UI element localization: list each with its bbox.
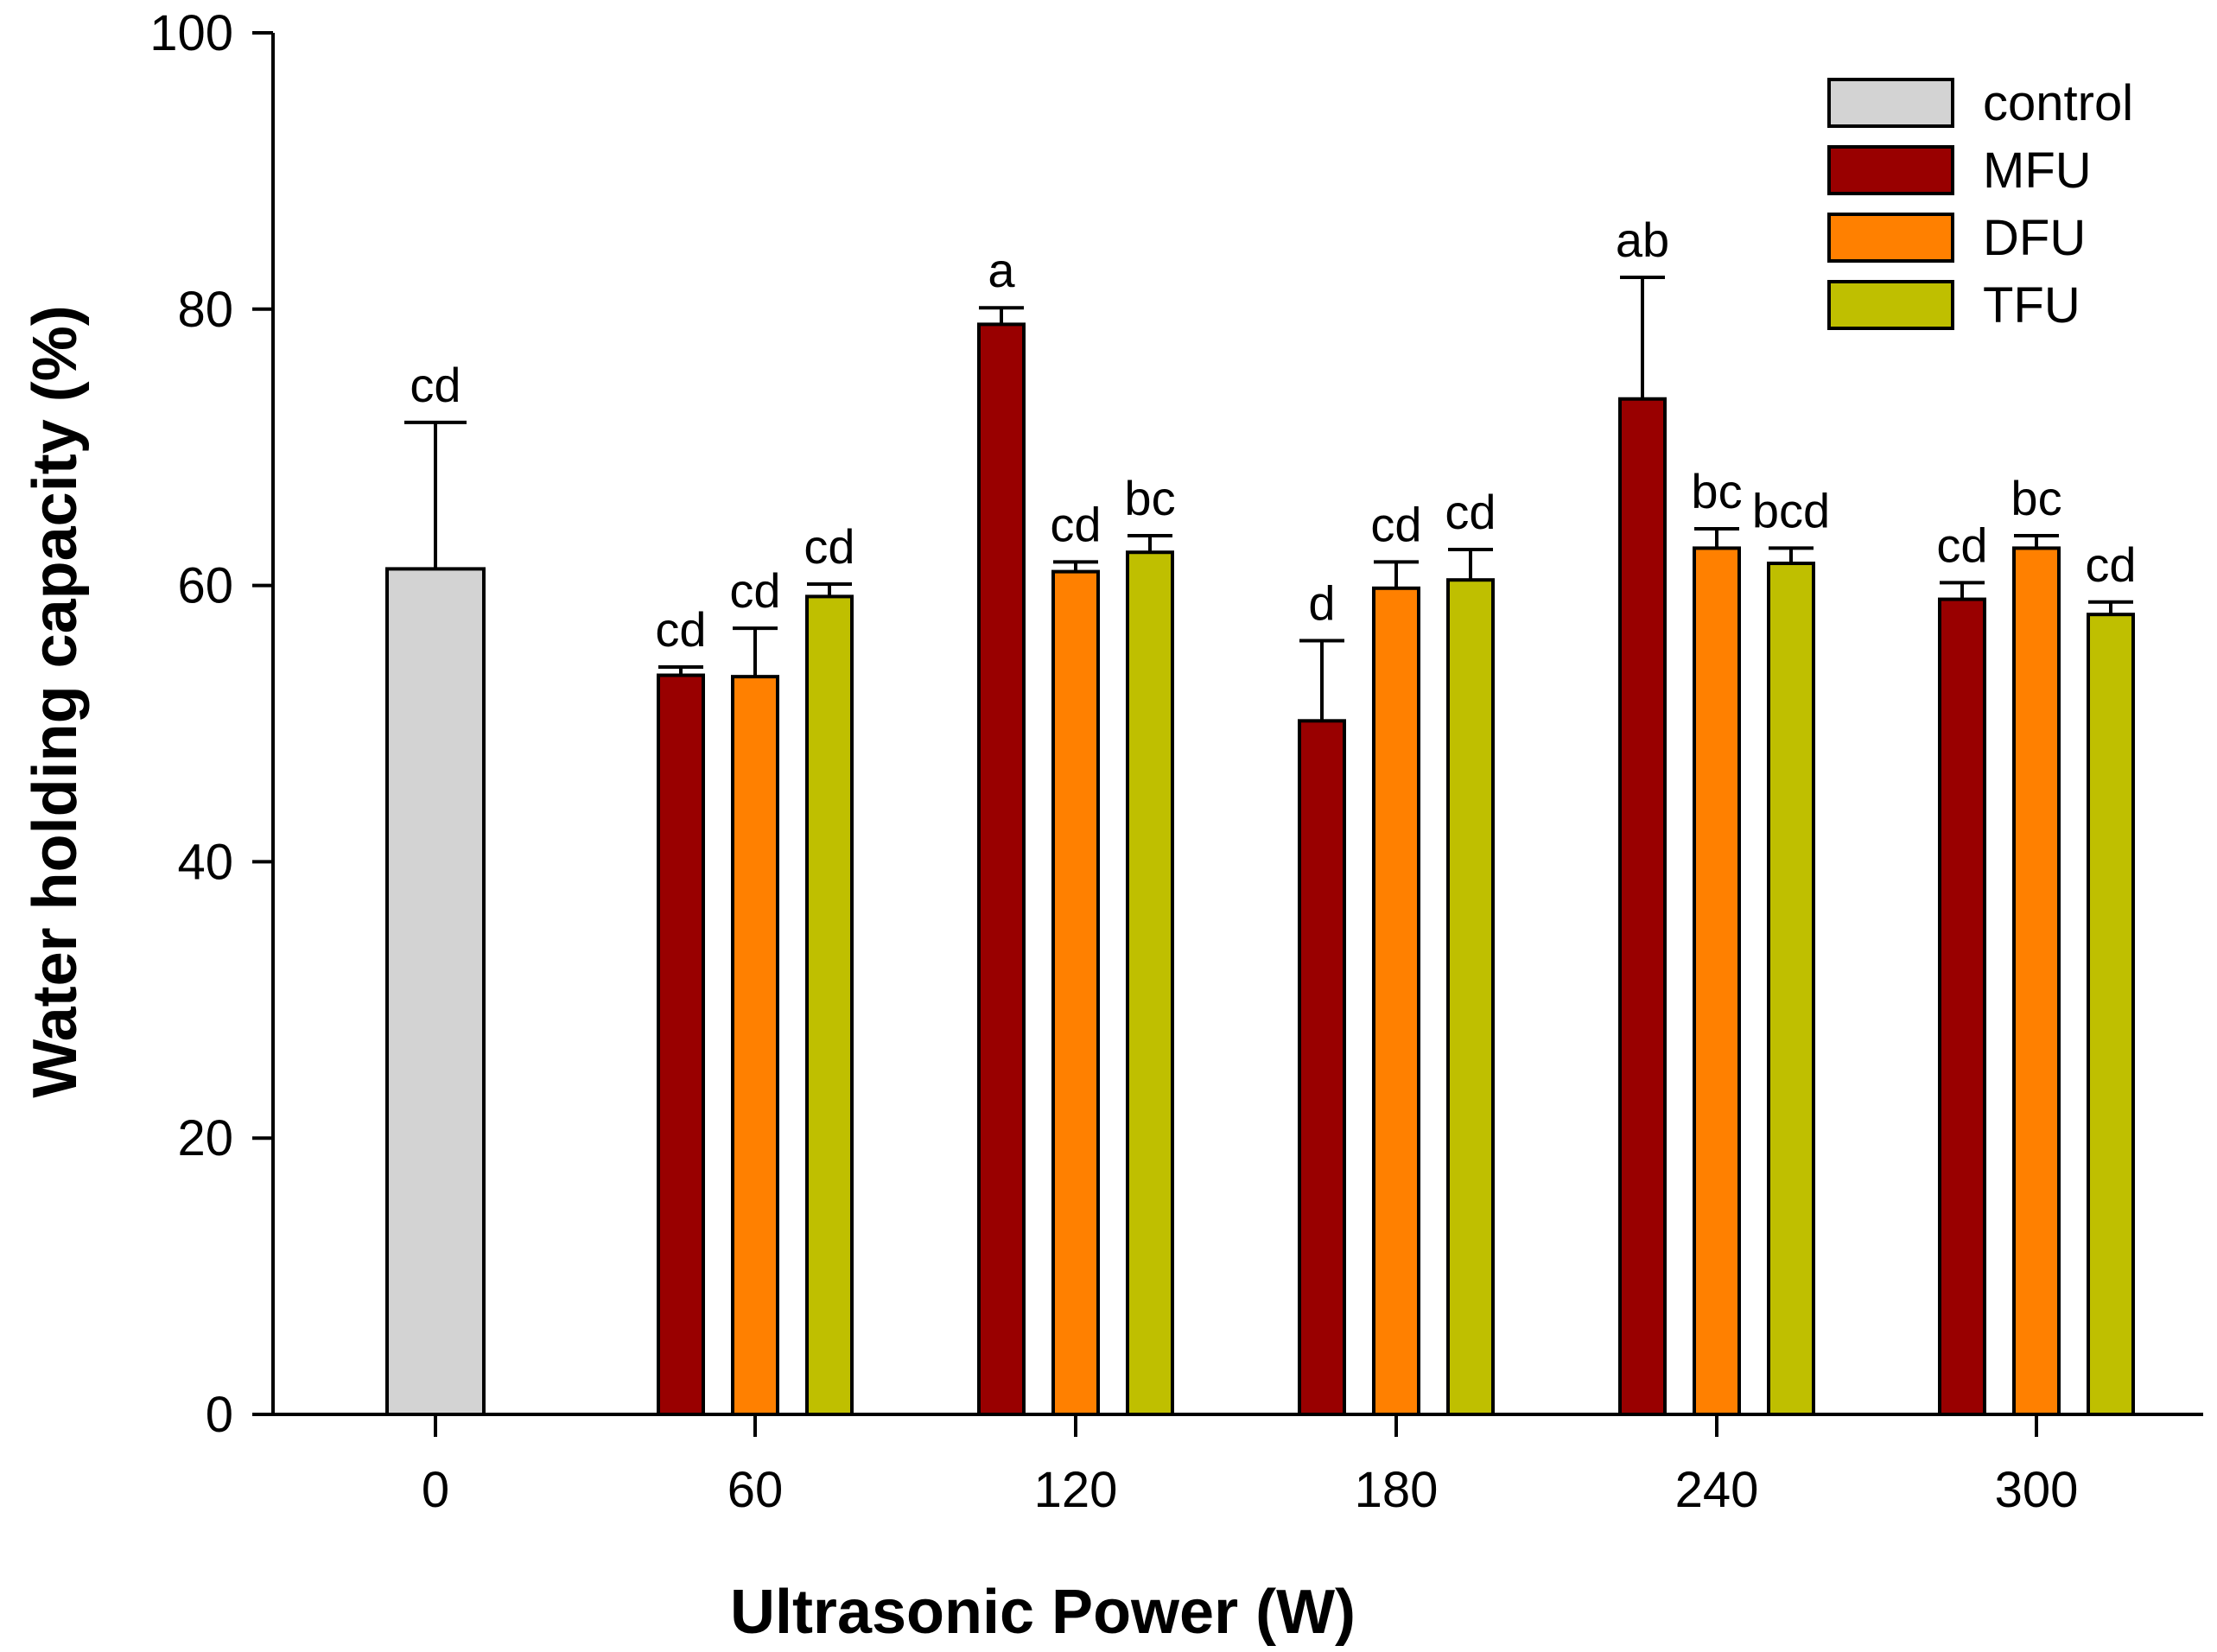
bar-tfu-120 [1126, 550, 1174, 1416]
legend-swatch-mfu [1827, 145, 1954, 195]
bar-tfu-180 [1446, 578, 1495, 1416]
x-axis-title: Ultrasonic Power (W) [730, 1578, 1356, 1647]
bar-tfu-60 [805, 594, 854, 1416]
bar-control-0 [385, 567, 486, 1416]
bar-tfu-240 [1767, 562, 1815, 1416]
significance-label: cd [655, 602, 706, 657]
significance-label: cd [804, 519, 854, 574]
bar-dfu-240 [1693, 546, 1741, 1416]
bar-mfu-60 [657, 673, 705, 1416]
y-tick-label: 40 [177, 834, 233, 890]
bar-mfu-180 [1298, 719, 1346, 1416]
bar-tfu-300 [2087, 613, 2135, 1416]
x-tick-label: 60 [727, 1462, 784, 1518]
x-tick-label: 120 [1034, 1462, 1118, 1518]
significance-label: cd [1050, 497, 1101, 551]
significance-label: cd [2085, 537, 2136, 592]
bar-dfu-120 [1051, 569, 1100, 1416]
significance-label: bc [2011, 471, 2061, 525]
bar-mfu-240 [1618, 397, 1667, 1416]
x-tick-label: 300 [1995, 1462, 2079, 1518]
legend: control MFU DFU TFU [1827, 75, 2133, 334]
bar-dfu-300 [2012, 546, 2061, 1416]
significance-label: bc [1691, 464, 1742, 518]
x-tick-label: 240 [1675, 1462, 1759, 1518]
bar-dfu-60 [731, 675, 779, 1416]
legend-swatch-control [1827, 78, 1954, 128]
legend-swatch-tfu [1827, 280, 1954, 330]
legend-label-tfu: TFU [1983, 277, 2080, 334]
y-tick-label: 60 [177, 558, 233, 614]
x-tick-label: 180 [1355, 1462, 1439, 1518]
significance-label: bcd [1752, 483, 1830, 537]
legend-swatch-dfu [1827, 213, 1954, 263]
y-tick-label: 0 [206, 1387, 233, 1443]
significance-label: cd [1445, 485, 1496, 539]
significance-label: bc [1124, 471, 1175, 525]
significance-label: cd [1370, 497, 1421, 551]
significance-label: cd [729, 563, 780, 618]
legend-label-control: control [1983, 75, 2133, 131]
legend-label-dfu: DFU [1983, 210, 2086, 266]
significance-label: ab [1616, 213, 1669, 267]
y-tick-label: 20 [177, 1110, 233, 1166]
x-tick-label: 0 [422, 1462, 449, 1518]
bar-mfu-120 [977, 322, 1026, 1416]
significance-label: cd [410, 358, 461, 412]
bar-dfu-180 [1372, 586, 1420, 1416]
y-axis-title: Water holding capacity (%) [21, 305, 90, 1097]
significance-label: cd [1936, 518, 1987, 572]
y-tick-label: 100 [149, 5, 233, 61]
significance-label: d [1308, 576, 1335, 631]
significance-label: a [988, 243, 1015, 297]
y-tick-label: 80 [177, 282, 233, 338]
bar-mfu-300 [1938, 597, 1986, 1416]
legend-label-mfu: MFU [1983, 143, 2092, 199]
